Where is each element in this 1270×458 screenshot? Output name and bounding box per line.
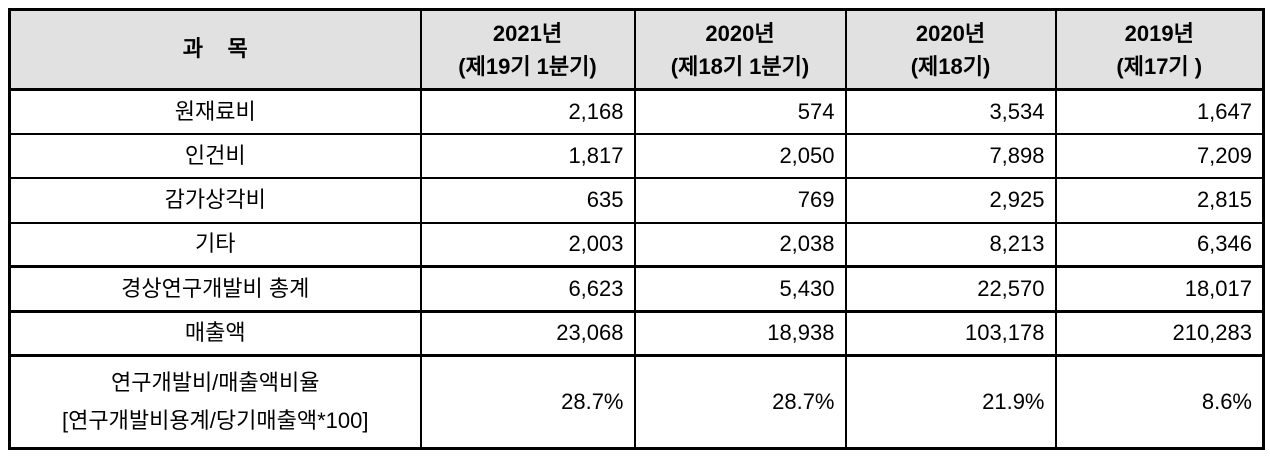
header-year-label: 2020년	[915, 20, 986, 46]
value-cell: 28.7%	[633, 354, 847, 450]
value-cell: 6,346	[1054, 221, 1265, 268]
rd-expense-table: 과 목 2021년 (제19기 1분기) 2020년 (제18기 1분기) 20…	[8, 8, 1265, 450]
header-row: 과 목 2021년 (제19기 1분기) 2020년 (제18기 1분기) 20…	[8, 8, 1265, 91]
table-row-sales: 매출액 23,068 18,938 103,178 210,283	[8, 309, 1265, 357]
header-year-label: 2020년	[705, 20, 775, 46]
value-cell: 769	[633, 177, 847, 224]
value-cell: 28.7%	[419, 354, 636, 450]
value-cell: 7,209	[1054, 132, 1265, 180]
value-cell: 2,925	[844, 177, 1057, 224]
table-row-labor-cost: 인건비 1,817 2,050 7,898 7,209	[8, 132, 1265, 180]
value-cell: 1,647	[1054, 88, 1265, 135]
row-label: 연구개발비/매출액비율 [연구개발비용계/당기매출액*100]	[8, 354, 422, 450]
header-period-label: (제18기 1분기)	[670, 53, 810, 79]
row-label: 경상연구개발비 총계	[8, 265, 422, 313]
header-period-label: (제18기)	[910, 53, 991, 79]
value-cell: 2,168	[419, 88, 636, 135]
value-cell: 2,815	[1054, 177, 1265, 224]
value-cell: 7,898	[844, 132, 1057, 180]
header-subject-cell: 과 목	[8, 8, 422, 91]
row-label: 원재료비	[8, 88, 422, 135]
value-cell: 18,938	[633, 309, 847, 357]
value-cell: 22,570	[844, 265, 1057, 313]
value-cell: 23,068	[419, 309, 636, 357]
value-cell: 210,283	[1054, 309, 1265, 357]
ratio-label-line1: 연구개발비/매출액비율	[110, 370, 320, 396]
value-cell: 2,003	[419, 221, 636, 268]
value-cell: 8,213	[844, 221, 1057, 268]
value-cell: 18,017	[1054, 265, 1265, 313]
value-cell: 2,038	[633, 221, 847, 268]
value-cell: 21.9%	[844, 354, 1057, 450]
value-cell: 5,430	[633, 265, 847, 313]
header-year-label: 2021년	[492, 20, 563, 46]
header-year-label: 2019년	[1124, 20, 1194, 46]
value-cell: 3,534	[844, 88, 1057, 135]
value-cell: 8.6%	[1054, 354, 1265, 450]
table-row-raw-materials: 원재료비 2,168 574 3,534 1,647	[8, 88, 1265, 135]
header-period-label: (제19기 1분기)	[458, 53, 597, 79]
value-cell: 635	[419, 177, 636, 224]
row-label: 기타	[8, 221, 422, 268]
header-cell-2021-q1: 2021년 (제19기 1분기)	[419, 8, 636, 91]
header-cell-2020-full: 2020년 (제18기)	[844, 8, 1057, 91]
row-label: 감가상각비	[8, 177, 422, 224]
table-row-rd-sales-ratio: 연구개발비/매출액비율 [연구개발비용계/당기매출액*100] 28.7% 28…	[8, 354, 1265, 450]
row-label: 인건비	[8, 132, 422, 180]
value-cell: 6,623	[419, 265, 636, 313]
table-row-other: 기타 2,003 2,038 8,213 6,346	[8, 221, 1265, 268]
ratio-label-line2: [연구개발비용계/당기매출액*100]	[62, 408, 369, 434]
value-cell: 1,817	[419, 132, 636, 180]
header-period-label: (제17기 )	[1116, 53, 1203, 79]
table-row-rd-total: 경상연구개발비 총계 6,623 5,430 22,570 18,017	[8, 265, 1265, 313]
value-cell: 103,178	[844, 309, 1057, 357]
header-cell-2020-q1: 2020년 (제18기 1분기)	[633, 8, 847, 91]
row-label: 매출액	[8, 309, 422, 357]
value-cell: 574	[633, 88, 847, 135]
value-cell: 2,050	[633, 132, 847, 180]
header-cell-2019-full: 2019년 (제17기 )	[1054, 8, 1265, 91]
table-row-depreciation: 감가상각비 635 769 2,925 2,815	[8, 177, 1265, 224]
